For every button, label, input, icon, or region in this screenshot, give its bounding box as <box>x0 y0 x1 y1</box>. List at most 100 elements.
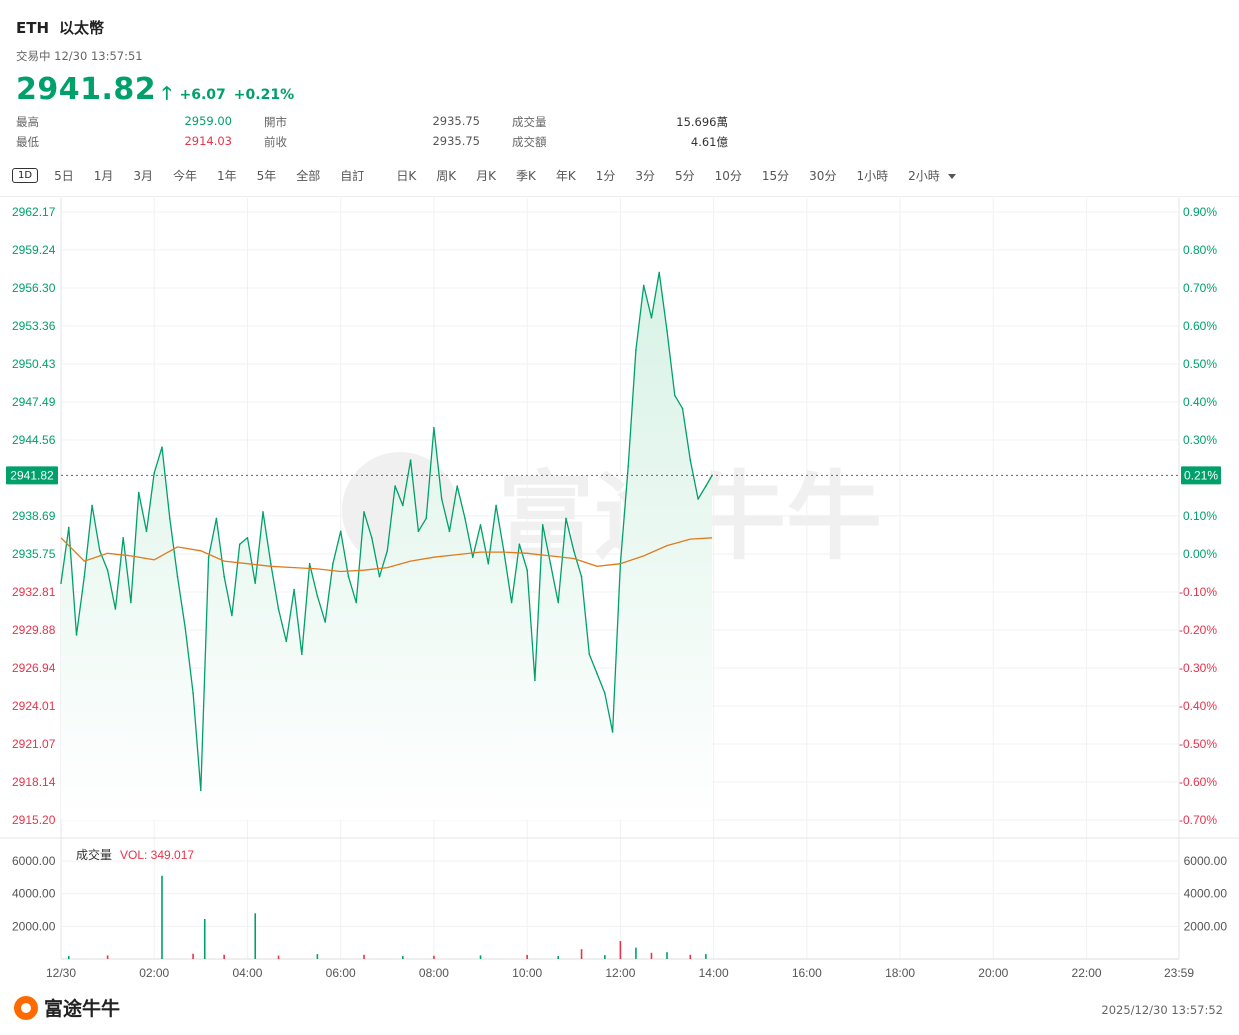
prev-close-label: 前收 <box>264 135 287 149</box>
price-point <box>456 485 459 487</box>
price-point <box>518 543 521 546</box>
price-point <box>363 511 365 513</box>
price-point <box>145 530 148 533</box>
tab-3m[interactable]: 3月 <box>133 168 153 183</box>
y-tick-left: 2953.36 <box>12 319 56 333</box>
tab-1h[interactable]: 1小時 <box>856 168 889 183</box>
last-price-tag-label: 2941.82 <box>10 468 54 482</box>
y-tick-left: 2929.88 <box>12 623 56 637</box>
tab-month-k[interactable]: 月K <box>476 168 496 183</box>
open-value: 2935.75 <box>432 114 480 128</box>
tab-15min[interactable]: 15分 <box>761 168 790 183</box>
price-point <box>440 498 443 500</box>
tab-1m[interactable]: 1月 <box>93 168 114 183</box>
tab-1y[interactable]: 1年 <box>217 168 237 183</box>
price-point <box>503 549 505 552</box>
price-point <box>541 524 544 526</box>
price-point <box>557 601 560 604</box>
price-point <box>705 485 707 487</box>
price-point <box>673 394 676 397</box>
price-point <box>114 608 117 610</box>
price-point <box>83 575 86 578</box>
tab-week-k[interactable]: 周K <box>436 168 457 183</box>
tab-year-k[interactable]: 年K <box>555 168 576 183</box>
tab-10min[interactable]: 10分 <box>714 168 742 183</box>
price-point <box>487 562 490 565</box>
last-pct-tag-label: 0.21% <box>1184 468 1218 482</box>
tab-quarter-k[interactable]: 季K <box>515 168 536 183</box>
vol-tick-left: 2000.00 <box>12 919 56 933</box>
price-chart[interactable]: 2962.17 0.90% 2959.24 0.80% 2956.30 0.70% 2953… <box>0 0 1239 1000</box>
price-point <box>308 562 311 565</box>
symbol: ETH <box>16 19 50 37</box>
y-tick-left: 2918.14 <box>12 775 56 789</box>
price-point <box>635 349 637 351</box>
y-tick-left: 2932.81 <box>12 585 56 599</box>
price-point <box>386 549 389 552</box>
y-tick-left: 2921.07 <box>12 737 56 751</box>
tab-5min[interactable]: 5分 <box>674 168 695 183</box>
y-tick-right: 0.40% <box>1183 395 1217 409</box>
price-point <box>588 653 591 656</box>
price-point <box>448 530 451 533</box>
price-point <box>425 517 427 520</box>
y-tick-right: 0.00% <box>1183 547 1217 561</box>
price-point <box>495 504 497 507</box>
price-point <box>526 569 528 571</box>
price-point <box>417 530 420 533</box>
price-area <box>61 272 713 820</box>
last-pct-tag <box>1181 466 1221 485</box>
tab-3min[interactable]: 3分 <box>635 168 655 183</box>
tab-all[interactable]: 全部 <box>296 168 321 183</box>
tab-5d[interactable]: 5日 <box>54 168 74 183</box>
price-point <box>534 679 536 682</box>
tab-1min[interactable]: 1分 <box>595 168 616 183</box>
tab-custom[interactable]: 自訂 <box>340 168 365 183</box>
y-tick-left: 2956.30 <box>12 281 56 295</box>
y-tick-left: 2959.24 <box>12 243 56 257</box>
y-tick-left: 2944.56 <box>12 433 56 447</box>
price-point <box>75 634 78 636</box>
tab-2h[interactable]: 2小時 <box>898 167 966 184</box>
low-value: 2914.03 <box>184 134 232 148</box>
y-tick-right: -0.50% <box>1179 737 1217 751</box>
tab-ytd[interactable]: 今年 <box>172 168 197 183</box>
price-point <box>627 465 629 468</box>
price-row: 2941.82 🡑 +6.07 +0.21% <box>16 72 294 111</box>
y-tick-left: 2950.43 <box>12 357 56 371</box>
chevron-down-icon <box>947 173 956 179</box>
price-point <box>168 517 171 520</box>
snapshot-timestamp: 2025/12/30 13:57:52 <box>1101 1003 1223 1017</box>
high-label: 最高 <box>16 115 39 129</box>
price-point <box>192 692 194 694</box>
price-point <box>200 789 202 792</box>
price-point <box>464 517 466 520</box>
price-point <box>106 569 109 571</box>
price-change: +6.07 <box>179 87 226 103</box>
price-point <box>137 491 140 494</box>
x-tick: 02:00 <box>139 966 169 980</box>
y-tick-right: -0.30% <box>1179 661 1217 675</box>
price-point <box>324 621 326 623</box>
x-tick: 14:00 <box>699 966 729 980</box>
tab-5y[interactable]: 5年 <box>256 168 277 183</box>
tab-30min[interactable]: 30分 <box>809 168 837 183</box>
turnover-value: 4.61億 <box>690 135 728 149</box>
tab-day-k[interactable]: 日K <box>396 168 417 183</box>
x-tick: 08:00 <box>419 966 449 980</box>
vol-tick-left: 4000.00 <box>12 887 56 901</box>
price-point <box>223 575 225 578</box>
price-point <box>642 284 645 287</box>
price-point <box>409 459 412 461</box>
price-point <box>91 504 93 507</box>
price-point <box>262 511 264 513</box>
price-point <box>122 537 124 539</box>
y-tick-right: -0.40% <box>1179 699 1217 713</box>
price-point <box>339 530 342 533</box>
avg-price-line <box>60 537 713 573</box>
y-tick-right: -0.10% <box>1179 585 1217 599</box>
price-point <box>153 472 156 474</box>
y-tick-right: 0.50% <box>1183 357 1217 371</box>
tab-1d[interactable]: 1D <box>12 167 39 183</box>
y-tick-right: -0.20% <box>1179 623 1217 637</box>
